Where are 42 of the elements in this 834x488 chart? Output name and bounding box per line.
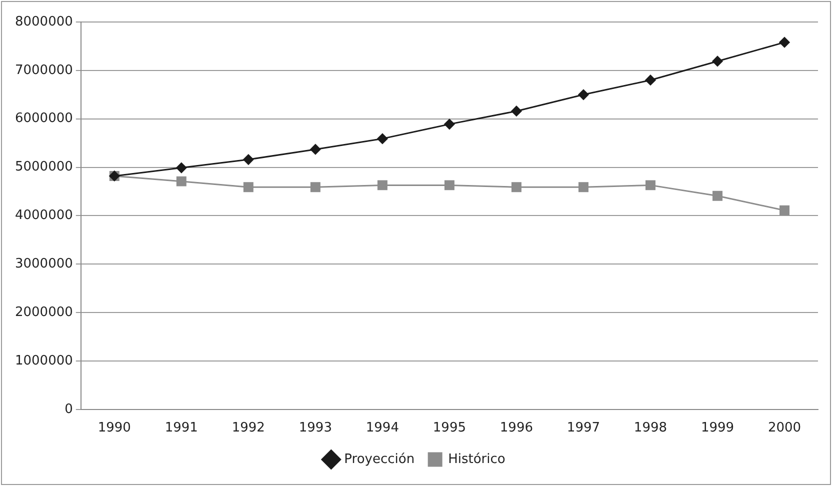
y-tick-label: 4000000 <box>14 208 73 224</box>
x-tick-label: 1991 <box>164 420 198 436</box>
point <box>779 37 790 48</box>
point <box>578 182 588 192</box>
point <box>243 182 254 192</box>
y-tick-label: 5000000 <box>14 160 73 175</box>
x-tick-label: 1998 <box>634 420 668 436</box>
point <box>176 176 186 186</box>
x-tick-label: 1990 <box>98 420 131 436</box>
y-tick-label: 1000000 <box>14 353 73 368</box>
point <box>578 89 589 100</box>
y-tick-label: 8000000 <box>14 14 73 30</box>
point <box>310 144 321 155</box>
x-tick-label: 1999 <box>700 420 734 436</box>
point <box>712 190 722 201</box>
point <box>780 205 790 216</box>
x-tick-label: 1992 <box>232 420 265 436</box>
legend-label: Histórico <box>448 452 506 467</box>
point <box>511 106 522 116</box>
x-tick-label: 1994 <box>366 420 399 436</box>
point <box>645 180 656 190</box>
point <box>444 118 455 130</box>
x-tick-label: 2000 <box>768 420 802 436</box>
y-tick-label: 6000000 <box>14 111 73 126</box>
point <box>176 162 187 174</box>
point <box>377 180 388 190</box>
x-tick-label: 1996 <box>500 420 534 436</box>
x-tick-label: 1993 <box>298 420 332 436</box>
point <box>377 133 388 144</box>
point <box>243 154 254 165</box>
point <box>712 56 723 66</box>
point <box>645 74 656 86</box>
y-tick-label: 0 <box>64 402 73 417</box>
point <box>444 180 454 190</box>
y-tick-label: 7000000 <box>14 62 73 78</box>
x-tick-label: 1995 <box>432 420 466 436</box>
legend-label: Proyección <box>344 452 415 467</box>
y-tick-label: 3000000 <box>14 256 73 272</box>
point <box>310 182 320 192</box>
y-tick-label: 2000000 <box>14 304 73 320</box>
x-tick-label: 1997 <box>566 420 600 436</box>
point <box>511 182 522 192</box>
